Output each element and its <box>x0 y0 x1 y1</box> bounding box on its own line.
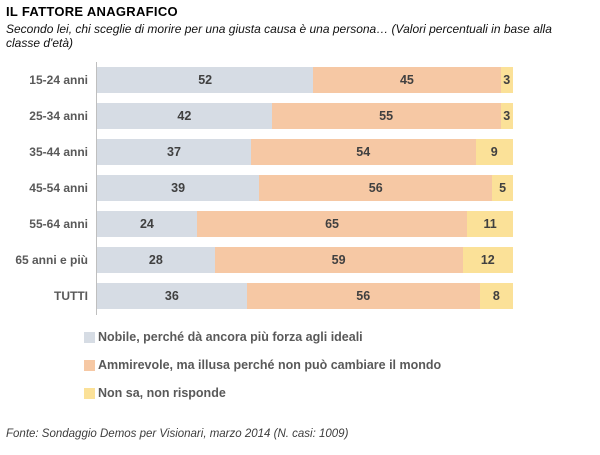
value-label: 52 <box>198 72 213 87</box>
bar-segment: 36 <box>97 282 247 309</box>
chart-row: 45-54 anni 39 56 5 <box>6 169 594 207</box>
value-label: 59 <box>331 252 346 267</box>
bar-segment: 37 <box>97 138 251 165</box>
legend-swatch <box>84 332 95 343</box>
value-label: 45 <box>399 72 414 87</box>
legend-label: Ammirevole, ma illusa perché non può cam… <box>98 358 442 372</box>
stacked-bar: 24 65 11 <box>97 210 513 237</box>
bar-segment: 56 <box>259 174 493 201</box>
value-label: 5 <box>499 180 507 195</box>
bar-segment: 39 <box>97 174 260 201</box>
category-label: TUTTI <box>54 289 88 303</box>
value-label: 24 <box>139 216 154 231</box>
bar-segment: 54 <box>250 138 476 165</box>
bar-axis-column: 39 56 5 <box>96 169 513 207</box>
legend-label: Nobile, perché dà ancora più forza agli … <box>98 330 363 344</box>
value-label: 12 <box>480 252 495 267</box>
value-label: 56 <box>368 180 383 195</box>
bar-segment: 59 <box>214 246 463 273</box>
bar-segment: 65 <box>196 210 468 237</box>
category-label: 35-44 anni <box>29 145 88 159</box>
bar-segment: 12 <box>462 246 513 273</box>
chart-row: 25-34 anni 42 55 3 <box>6 97 594 135</box>
chart-rows: 15-24 anni 52 45 3 25-34 anni 42 55 3 35-44 anni… <box>6 61 594 315</box>
category-label: 55-64 anni <box>29 217 88 231</box>
stacked-bar-chart: 15-24 anni 52 45 3 25-34 anni 42 55 3 35-44 anni… <box>6 61 594 315</box>
bar-segment: 55 <box>271 102 501 129</box>
bar-segment: 8 <box>479 282 513 309</box>
chart-subtitle: Secondo lei, chi sceglie di morire per u… <box>6 22 552 50</box>
value-label: 65 <box>325 216 339 231</box>
stacked-bar: 42 55 3 <box>97 102 513 129</box>
category-label: 45-54 anni <box>29 181 88 195</box>
bar-segment: 45 <box>313 66 501 93</box>
bar-segment: 24 <box>97 210 197 237</box>
bar-segment: 28 <box>97 246 215 273</box>
value-label: 55 <box>379 108 394 123</box>
bar-axis-column: 52 45 3 <box>96 61 513 99</box>
bar-segment: 42 <box>97 102 272 129</box>
value-label: 39 <box>171 180 186 195</box>
chart-row: 55-64 anni 24 65 11 <box>6 205 594 243</box>
bar-axis-column: 42 55 3 <box>96 97 513 135</box>
legend-label: Non sa, non risponde <box>98 386 226 400</box>
legend-item: Ammirevole, ma illusa perché non può cam… <box>84 358 594 373</box>
value-label: 3 <box>503 108 511 123</box>
source-note: Fonte: Sondaggio Demos per Visionari, ma… <box>6 428 349 440</box>
stacked-bar: 28 59 12 <box>97 246 513 273</box>
legend-item: Nobile, perché dà ancora più forza agli … <box>84 330 594 345</box>
category-label: 15-24 anni <box>29 73 88 87</box>
value-label: 9 <box>490 144 498 159</box>
value-label: 8 <box>492 288 500 303</box>
chart-row: 15-24 anni 52 45 3 <box>6 61 594 99</box>
bar-axis-column: 28 59 12 <box>96 241 513 279</box>
bar-segment: 3 <box>500 102 513 129</box>
page-title: IL FATTORE ANAGRAFICO <box>6 4 178 19</box>
stacked-bar: 37 54 9 <box>97 138 513 165</box>
legend-swatch <box>84 360 95 371</box>
bar-segment: 11 <box>467 210 513 237</box>
bar-segment: 56 <box>246 282 480 309</box>
stacked-bar: 52 45 3 <box>97 66 513 93</box>
bar-axis-column: 36 56 8 <box>96 277 513 315</box>
stacked-bar: 39 56 5 <box>97 174 513 201</box>
chart-row: 65 anni e più 28 59 12 <box>6 241 594 279</box>
chart-legend: Nobile, perché dà ancora più forza agli … <box>84 330 594 401</box>
bar-segment: 9 <box>475 138 513 165</box>
bar-segment: 52 <box>97 66 314 93</box>
category-label: 25-34 anni <box>29 109 88 123</box>
chart-row: 35-44 anni 37 54 9 <box>6 133 594 171</box>
value-label: 42 <box>177 108 192 123</box>
value-label: 56 <box>356 288 371 303</box>
bar-axis-column: 37 54 9 <box>96 133 513 171</box>
category-label: 65 anni e più <box>15 253 88 267</box>
value-label: 36 <box>164 288 179 303</box>
chart-row: TUTTI 36 56 8 <box>6 277 594 315</box>
value-label: 3 <box>503 72 511 87</box>
value-label: 54 <box>356 144 371 159</box>
stacked-bar: 36 56 8 <box>97 282 513 309</box>
value-label: 37 <box>167 144 181 159</box>
value-label: 28 <box>148 252 163 267</box>
value-label: 11 <box>483 216 497 231</box>
legend-swatch <box>84 388 95 399</box>
legend-item: Non sa, non risponde <box>84 386 594 401</box>
bar-segment: 5 <box>492 174 513 201</box>
bar-segment: 3 <box>500 66 513 93</box>
bar-axis-column: 24 65 11 <box>96 205 513 243</box>
